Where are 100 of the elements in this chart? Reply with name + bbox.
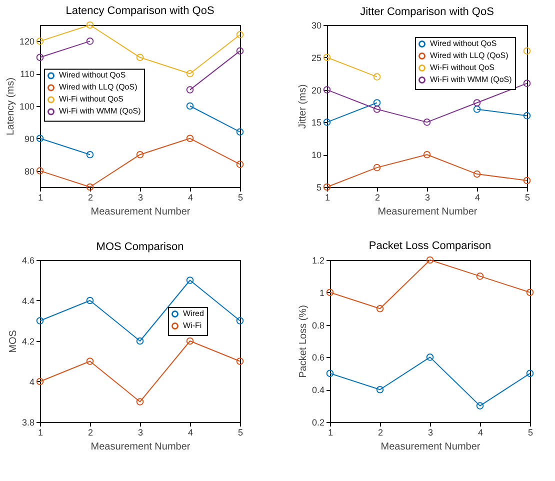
x-tick-label: 4 xyxy=(188,428,194,438)
y-tick-label: 10 xyxy=(311,150,322,160)
point xyxy=(426,256,434,264)
point xyxy=(186,102,194,110)
point xyxy=(86,183,94,191)
point xyxy=(373,73,381,80)
y-tick-label: 1 xyxy=(319,288,324,298)
x-tick-label: 4 xyxy=(188,192,194,202)
point xyxy=(186,86,194,94)
y-axis-title: Packet Loss (%) xyxy=(298,305,309,378)
point xyxy=(86,358,94,365)
point xyxy=(36,167,44,174)
point xyxy=(236,317,244,324)
point xyxy=(373,106,381,113)
y-tick-label: 4.2 xyxy=(22,336,34,346)
point xyxy=(326,288,334,296)
chart-title: Packet Loss Comparison xyxy=(368,240,492,252)
point xyxy=(236,128,244,136)
point xyxy=(36,38,44,45)
x-tick-label: 1 xyxy=(38,428,44,438)
x-axis-title: Measurement Number xyxy=(90,442,191,452)
chart-title: MOS Comparison xyxy=(96,241,184,253)
point xyxy=(186,337,194,345)
point xyxy=(86,150,94,158)
x-tick-label: 1 xyxy=(328,428,334,438)
chart-title: Latency Comparison with QoS xyxy=(66,4,214,17)
legend-label: Wi-Fi with WMM (QoS) xyxy=(430,75,512,84)
point xyxy=(323,118,331,126)
x-tick-label: 2 xyxy=(88,192,94,202)
point xyxy=(36,134,44,142)
point xyxy=(236,47,244,55)
point xyxy=(236,160,244,168)
point xyxy=(526,288,534,296)
y-tick-label: 3.8 xyxy=(22,418,34,428)
y-tick-label: 5 xyxy=(316,182,322,192)
y-axis-title: Latency (ms) xyxy=(5,78,16,136)
point xyxy=(476,272,484,280)
x-tick-label: 5 xyxy=(524,192,530,202)
point xyxy=(36,317,44,324)
point xyxy=(426,354,434,361)
point xyxy=(236,358,244,365)
x-tick-label: 1 xyxy=(38,192,44,202)
y-tick-label: 25 xyxy=(311,52,322,63)
point xyxy=(373,99,381,106)
x-tick-label: 4 xyxy=(474,192,480,202)
point xyxy=(523,47,531,55)
y-tick-label: 20 xyxy=(311,85,322,96)
y-tick-label: 4.4 xyxy=(22,296,34,306)
x-tick-label: 2 xyxy=(374,192,380,202)
y-tick-label: 15 xyxy=(311,118,322,128)
point xyxy=(136,398,144,406)
y-tick-label: 4 xyxy=(29,377,34,387)
point xyxy=(36,54,44,62)
chart-title: Jitter Comparison with QoS xyxy=(360,6,494,18)
x-tick-label: 3 xyxy=(138,428,144,438)
point xyxy=(86,296,94,304)
point xyxy=(36,378,44,386)
point xyxy=(526,370,534,378)
y-tick-label: 90 xyxy=(24,134,34,144)
point xyxy=(136,150,144,158)
x-tick-label: 2 xyxy=(88,428,94,438)
y-tick-label: 4.6 xyxy=(22,256,34,266)
y-tick-label: 120 xyxy=(19,36,34,47)
x-tick-label: 5 xyxy=(238,428,244,438)
y-tick-label: 1.2 xyxy=(312,256,324,266)
point xyxy=(86,38,94,45)
legend-label: Wired without QoS xyxy=(59,70,126,80)
y-tick-label: 80 xyxy=(24,166,34,176)
y-tick-label: 0.6 xyxy=(312,352,324,363)
point xyxy=(376,386,384,394)
point xyxy=(423,150,431,158)
legend-label: Wi-Fi without QoS xyxy=(430,63,494,72)
x-tick-label: 5 xyxy=(238,192,244,202)
point xyxy=(323,86,331,94)
point xyxy=(326,370,334,378)
y-tick-label: 30 xyxy=(311,20,322,30)
point xyxy=(323,54,331,62)
point xyxy=(236,31,244,38)
legend-label: Wired with LLQ (QoS) xyxy=(59,82,138,92)
x-tick-label: 3 xyxy=(138,192,144,202)
legend-label: Wired xyxy=(183,308,204,318)
legend-label: Wired with LLQ (QoS) xyxy=(430,51,509,60)
point xyxy=(186,134,194,142)
legend-label: Wi-Fi xyxy=(183,320,202,330)
x-axis-title: Measurement Number xyxy=(378,206,478,218)
point xyxy=(186,276,194,284)
point xyxy=(373,164,381,172)
legend-label: Wi-Fi without QoS xyxy=(59,94,124,104)
point xyxy=(376,304,384,312)
point xyxy=(473,99,481,106)
point xyxy=(476,402,484,410)
point xyxy=(523,176,531,184)
y-tick-label: 0.8 xyxy=(312,320,324,330)
point xyxy=(136,337,144,345)
point xyxy=(186,70,194,78)
y-tick-label: 100 xyxy=(19,102,34,112)
point xyxy=(523,80,531,87)
y-axis-title: Jitter (ms) xyxy=(297,84,308,129)
point xyxy=(323,183,331,191)
y-tick-label: 0.2 xyxy=(312,418,324,428)
